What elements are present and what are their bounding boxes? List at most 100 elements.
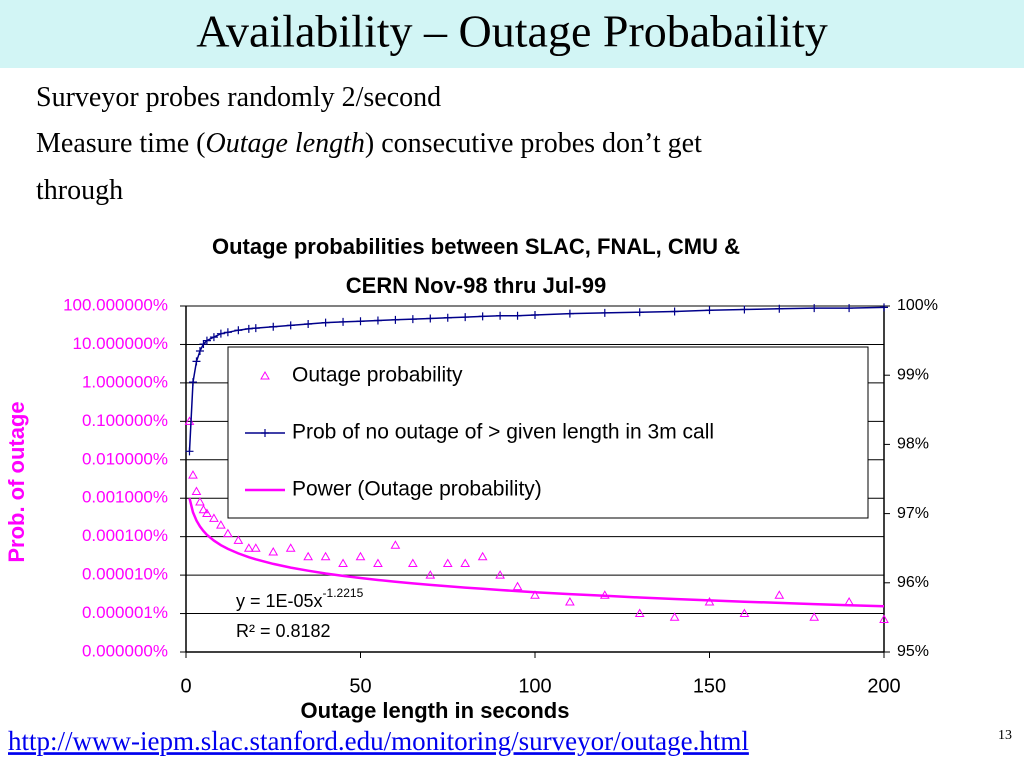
point (810, 304, 819, 313)
y-tick-label: 10.000000% (73, 334, 168, 353)
x-tick-label: 50 (349, 675, 371, 697)
series-line (188, 497, 885, 608)
point (355, 551, 366, 561)
x-tick-label: 150 (693, 675, 726, 697)
chart-title: Outage probabilities between SLAC, FNAL,… (212, 234, 740, 259)
annotation: R² = 0.8182 (236, 621, 331, 641)
bullet-text: ) consecutive probes don’t get (365, 128, 702, 159)
x-tick-label: 100 (518, 675, 551, 697)
y-tick-label: 0.000100% (82, 526, 168, 545)
legend-label: Outage probability (292, 364, 463, 387)
point (251, 324, 260, 333)
x-tick-label: 0 (180, 675, 191, 697)
annotation-superscript: -1.2215 (323, 586, 364, 600)
point (216, 329, 225, 338)
y-tick-label: 0.001000% (82, 488, 168, 507)
legend-label: Power (Outage probability) (292, 478, 542, 501)
point (478, 312, 487, 321)
y2-tick-label: 96% (897, 574, 929, 591)
bullet-emphasis: Outage length (206, 128, 365, 159)
point (234, 326, 243, 335)
bullet-text: Measure time ( (36, 128, 206, 159)
point (565, 309, 574, 318)
x-tick-label: 200 (867, 675, 900, 697)
y2-tick-label: 98% (897, 436, 929, 453)
point (223, 328, 232, 337)
slide-title: Availability – Outage Probabaility (196, 6, 828, 57)
point (202, 508, 212, 518)
source-link[interactable]: http://www-iepm.slac.stanford.edu/monito… (8, 726, 749, 756)
point (198, 504, 209, 514)
point (195, 496, 205, 506)
point (243, 543, 254, 552)
legend-marker (261, 429, 269, 437)
point (304, 319, 313, 328)
bullet: Measure time (Outage length) consecutive… (36, 128, 702, 159)
point (634, 608, 645, 618)
bullet-text: through (36, 175, 123, 206)
point (739, 608, 750, 618)
point (408, 315, 417, 324)
point (512, 581, 523, 591)
point (879, 614, 889, 624)
page-number: 13 (998, 728, 1012, 743)
point (390, 540, 401, 549)
annotation-text: y = 1E-05x (236, 591, 323, 611)
point (321, 318, 330, 327)
legend-label: Prob of no outage of > given length in 3… (292, 421, 714, 444)
point (845, 304, 854, 313)
annotation: y = 1E-05x-1.2215 (236, 586, 364, 611)
series-line (188, 306, 885, 452)
point (461, 313, 470, 322)
chart: Outage probabilities between SLAC, FNAL,… (4, 234, 938, 723)
point (443, 313, 452, 322)
annotation-text: R² = 0.8182 (236, 621, 331, 641)
y2-tick-label: 95% (897, 643, 929, 660)
point (477, 551, 488, 561)
point (185, 447, 194, 456)
point (530, 590, 540, 599)
point (285, 543, 296, 552)
chart-title: CERN Nov-98 thru Jul-99 (346, 273, 606, 298)
point (407, 558, 418, 568)
y-axis-label: Prob. of outage (4, 401, 29, 562)
point (513, 311, 522, 320)
y-tick-label: 0.100000% (82, 411, 168, 430)
point (391, 315, 400, 324)
point (209, 333, 218, 342)
point (740, 305, 749, 314)
point (202, 336, 211, 345)
y-tick-label: 0.000000% (82, 641, 168, 660)
point (303, 551, 314, 561)
y-tick-label: 100.000000% (63, 295, 168, 314)
point (356, 317, 365, 326)
point (774, 590, 785, 599)
y2-tick-label: 99% (897, 366, 929, 383)
point (635, 308, 644, 317)
y-tick-label: 0.000010% (82, 565, 168, 584)
point (233, 535, 244, 544)
x-axis-label: Outage length in seconds (301, 698, 570, 723)
point (268, 546, 279, 556)
point (339, 317, 348, 326)
point (531, 310, 539, 319)
point (880, 303, 888, 312)
point (460, 558, 471, 568)
point (244, 324, 253, 333)
point (442, 558, 453, 568)
point (669, 612, 680, 621)
legend-box (227, 346, 869, 519)
point (192, 357, 201, 366)
point (495, 570, 505, 579)
y-tick-label: 1.000000% (82, 372, 168, 391)
legend-marker (260, 370, 270, 380)
point (320, 551, 331, 561)
point (373, 558, 383, 568)
point (286, 321, 295, 330)
point (199, 340, 208, 349)
point (496, 311, 505, 320)
point (670, 307, 679, 316)
y-tick-label: 0.010000% (82, 449, 168, 468)
